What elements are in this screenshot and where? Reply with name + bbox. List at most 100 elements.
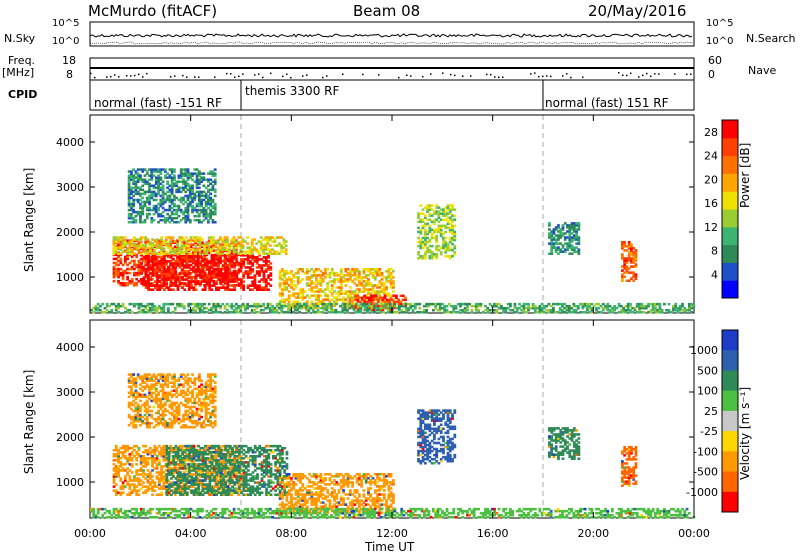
power-cell — [208, 286, 212, 289]
power-cell — [184, 206, 188, 210]
velocity-cell — [194, 463, 197, 466]
power-cell — [132, 220, 136, 224]
power-cell — [130, 206, 133, 210]
power-cell — [364, 302, 367, 306]
power-cell — [187, 263, 191, 267]
power-cell — [230, 238, 234, 241]
power-cell — [157, 208, 160, 212]
power-cell — [219, 246, 222, 249]
power-cell — [128, 279, 132, 283]
power-cell — [255, 304, 259, 308]
power-cell — [130, 255, 134, 259]
velocity-cell — [207, 448, 211, 452]
power-cell — [351, 298, 354, 301]
power-cell — [290, 270, 293, 273]
power-cell — [416, 310, 419, 314]
power-cell — [216, 265, 220, 269]
power-cell — [119, 248, 123, 251]
power-cell — [376, 304, 380, 308]
power-cell — [387, 270, 391, 273]
power-cell — [164, 250, 168, 253]
power-cell — [301, 292, 305, 295]
power-cell — [140, 268, 144, 271]
power-cell — [160, 248, 163, 251]
power-cell — [251, 268, 255, 271]
power-cell — [194, 244, 197, 247]
nave-mark — [258, 73, 260, 75]
power-cell — [250, 244, 254, 247]
nsky-trace — [89, 33, 693, 38]
power-cell — [173, 178, 176, 181]
nave-mark — [262, 76, 264, 79]
power-cell — [185, 244, 188, 247]
velocity-cell — [162, 475, 166, 478]
power-cell — [200, 192, 203, 196]
power-cell — [167, 242, 170, 245]
power-cell — [351, 274, 354, 277]
power-cell — [271, 248, 274, 251]
power-cell — [149, 266, 153, 269]
power-cell — [210, 248, 213, 251]
power-cell — [268, 310, 272, 314]
power-cell — [385, 294, 388, 297]
velocity-cell — [162, 479, 166, 482]
power-cell — [456, 310, 460, 314]
power-cell — [586, 302, 589, 306]
power-cell — [195, 174, 199, 177]
power-cell — [191, 208, 194, 212]
power-cell — [559, 236, 563, 239]
power-cell — [105, 308, 109, 312]
power-cell — [186, 196, 190, 200]
power-cell — [101, 310, 105, 314]
power-cell — [184, 180, 188, 183]
power-cell — [447, 310, 451, 314]
power-cell — [563, 250, 567, 253]
power-cell — [197, 174, 201, 177]
power-cell — [575, 224, 578, 227]
power-cell — [158, 266, 162, 269]
power-cell — [353, 282, 357, 285]
velocity-cell — [112, 455, 116, 458]
power-cell — [161, 218, 165, 222]
power-cell — [210, 279, 213, 283]
power-cell — [330, 310, 333, 314]
power-cell — [330, 292, 334, 295]
power-cell — [253, 274, 257, 277]
power-cell — [166, 198, 170, 202]
power-cell — [543, 304, 546, 308]
power-cell — [258, 284, 261, 287]
power-cell — [376, 292, 379, 295]
power-cell — [337, 298, 341, 301]
power-cell — [623, 259, 627, 262]
power-cell — [527, 308, 530, 312]
power-cell — [137, 306, 141, 310]
power-cell — [330, 270, 334, 273]
power-cell — [147, 288, 150, 291]
power-cell — [147, 254, 150, 257]
power-cell — [173, 182, 176, 186]
power-cell — [250, 240, 254, 243]
power-cell — [351, 290, 354, 293]
power-cell — [442, 224, 445, 228]
power-cell — [127, 212, 131, 216]
power-cell — [221, 280, 225, 283]
power-cell — [627, 279, 631, 282]
power-cell — [178, 266, 182, 269]
power-cell — [133, 304, 136, 308]
velocity-cell — [221, 493, 225, 496]
power-cell — [169, 288, 173, 291]
power-cell — [214, 306, 218, 310]
velocity-cell — [112, 448, 116, 452]
power-cell — [224, 288, 227, 291]
power-cell — [213, 202, 217, 206]
x-axis-label: Time UT — [365, 540, 415, 554]
power-cell — [205, 242, 209, 245]
power-cell — [206, 274, 209, 277]
power-cell — [328, 274, 332, 277]
power-cell — [397, 302, 401, 306]
velocity-cell — [148, 477, 152, 480]
power-cell — [385, 302, 389, 306]
power-cell — [283, 274, 287, 277]
power-cell — [184, 208, 188, 212]
